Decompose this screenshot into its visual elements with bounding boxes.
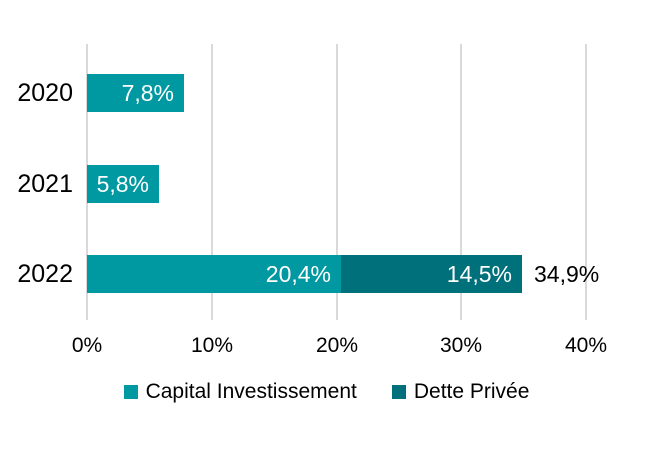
legend-label-capital-investissement: Capital Investissement	[145, 380, 357, 403]
x-tick-label-40: 40%	[564, 334, 608, 357]
x-tick-label-20: 20%	[315, 334, 359, 357]
bar-segment-2021-capital-investissement: 5,8%	[87, 165, 159, 203]
bar-segment-2020-capital-investissement: 7,8%	[87, 74, 184, 112]
gridline-30	[460, 44, 462, 320]
bar-segment-2022-capital-investissement: 20,4%	[87, 255, 341, 293]
gridline-20	[336, 44, 338, 320]
category-label-2022: 2022	[17, 260, 73, 288]
bar-segment-2022-dette-privee: 14,5%	[341, 255, 522, 293]
category-label-2021: 2021	[17, 170, 73, 198]
legend-item-dette-privee: Dette Privée	[391, 380, 530, 404]
x-tick-label-0: 0%	[71, 334, 103, 357]
gridline-10	[211, 44, 213, 320]
legend-item-capital-investissement: Capital Investissement	[123, 380, 357, 404]
total-label-2022: 34,9%	[534, 261, 600, 287]
legend-label-dette-privee: Dette Privée	[413, 380, 530, 403]
legend-swatch-icon	[391, 385, 406, 399]
legend-swatch-icon	[123, 385, 138, 399]
legend: Capital Investissement Dette Privée	[0, 380, 653, 404]
gridline-40	[585, 44, 587, 320]
x-tick-label-30: 30%	[439, 334, 483, 357]
x-tick-label-10: 10%	[190, 334, 234, 357]
category-label-2020: 2020	[17, 79, 73, 107]
